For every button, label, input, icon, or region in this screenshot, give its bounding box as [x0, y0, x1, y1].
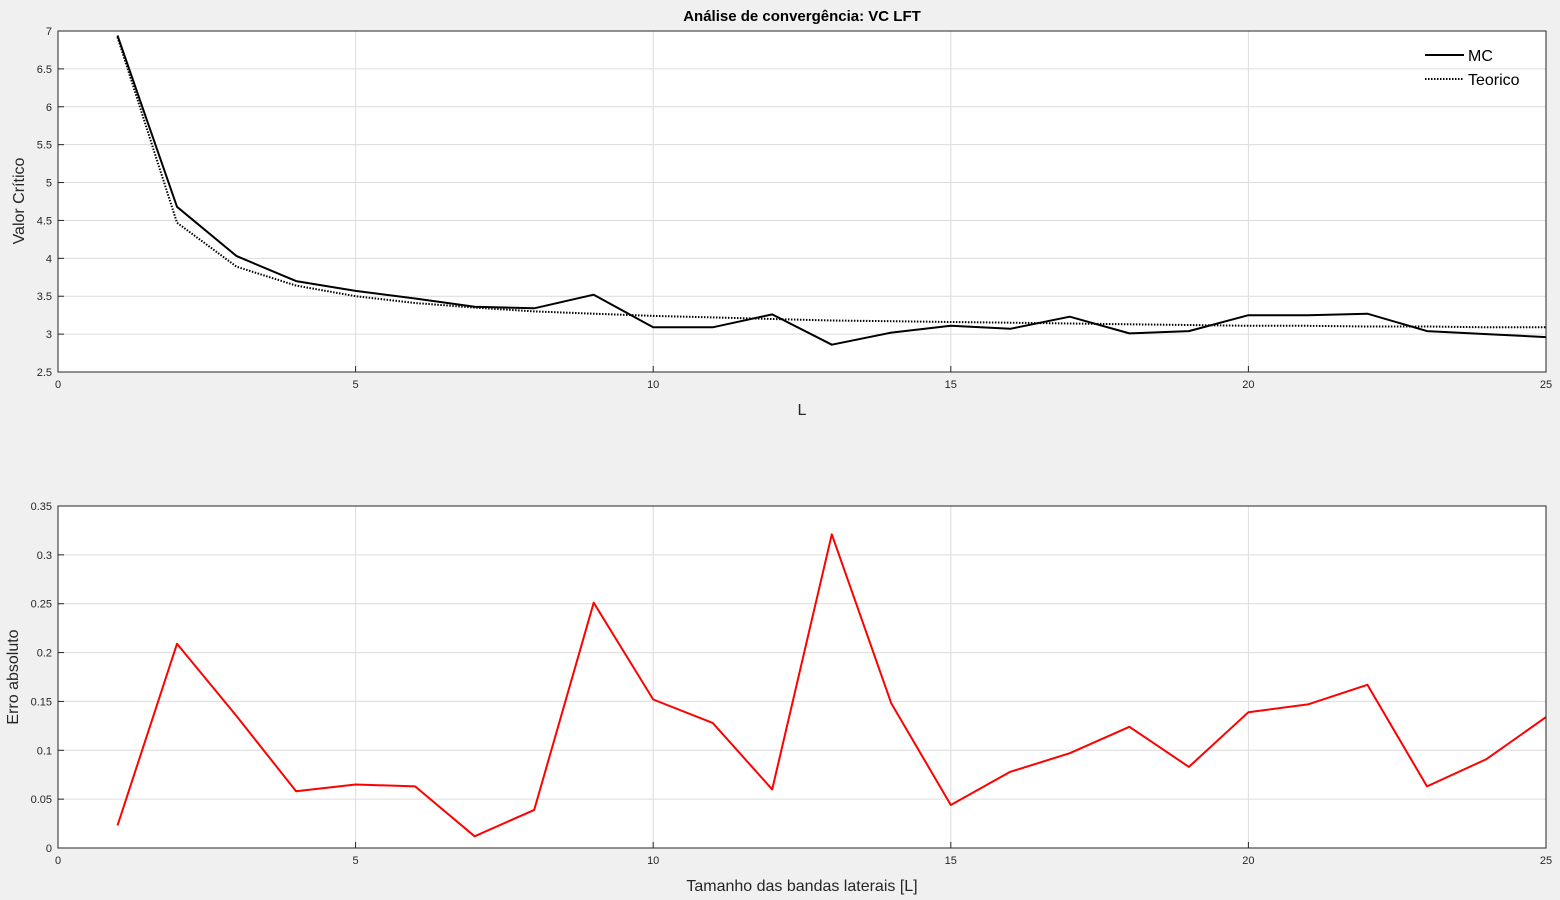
- series-group: [116, 533, 1547, 838]
- y-tick-label: 4.5: [37, 215, 52, 227]
- x-tick-label: 5: [353, 379, 359, 391]
- x-axis-label: L: [798, 402, 807, 419]
- chart-title: Análise de convergência: VC LFT: [683, 8, 921, 25]
- y-tick-label: 2.5: [37, 367, 52, 379]
- y-axis-label: Erro absoluto: [5, 629, 22, 724]
- x-tick-label: 25: [1540, 379, 1552, 391]
- x-tick-label: 10: [647, 379, 659, 391]
- y-tick-label: 5: [46, 178, 52, 190]
- x-tick-label: 15: [945, 379, 957, 391]
- y-tick-label: 0.3: [37, 550, 52, 562]
- plot-area: [58, 31, 1546, 372]
- x-tick-label: 20: [1242, 855, 1254, 867]
- convergence-plot: 0 5 10 15 20 25 2.5 3 3.5 4 4.5 5 5.5 6 6.5 7 Análise d…: [11, 8, 1552, 419]
- y-tick-label: 6.5: [37, 64, 52, 76]
- y-tick-label: 3.5: [37, 291, 52, 303]
- x-tick-label: 15: [945, 855, 957, 867]
- legend: MC Teorico: [1425, 48, 1520, 89]
- ticks: 0 5 10 15 20 25 2.5 3 3.5 4 4.5 5 5.5 6 6.5 7: [37, 26, 1552, 391]
- y-axis-label: Valor Crítico: [11, 157, 28, 244]
- x-axis-label: Tamanho das bandas laterais [L]: [686, 878, 917, 895]
- y-tick-label: 0: [46, 843, 52, 855]
- series-line-erro-absoluto: [116, 533, 1547, 838]
- y-tick-label: 3: [46, 329, 52, 341]
- y-tick-label: 0.1: [37, 745, 52, 757]
- y-tick-label: 4: [46, 253, 52, 265]
- error-plot: 0 5 10 15 20 25 0 0.05 0.1 0.15 0.2 0.25 0.3 0.35 Tam…: [5, 501, 1552, 895]
- y-tick-label: 6: [46, 102, 52, 114]
- ticks: 0 5 10 15 20 25 0 0.05 0.1 0.15 0.2 0.25 0.3 0.35: [31, 501, 1553, 867]
- legend-label-mc: MC: [1468, 48, 1493, 65]
- x-tick-label: 5: [353, 855, 359, 867]
- plot-frame: [57, 30, 1547, 373]
- plot-frame: [57, 505, 1547, 849]
- y-tick-label: 0.35: [31, 501, 52, 513]
- x-tick-label: 0: [55, 379, 61, 391]
- y-tick-label: 7: [46, 26, 52, 38]
- series-group: [116, 35, 1547, 346]
- x-tick-label: 10: [647, 855, 659, 867]
- y-tick-label: 5.5: [37, 140, 52, 152]
- y-tick-label: 0.2: [37, 648, 52, 660]
- y-tick-label: 0.05: [31, 794, 52, 806]
- plot-area: [58, 506, 1546, 848]
- x-tick-label: 20: [1242, 379, 1254, 391]
- x-tick-label: 0: [55, 855, 61, 867]
- y-tick-label: 0.15: [31, 696, 52, 708]
- legend-label-teorico: Teorico: [1468, 72, 1520, 89]
- series-line-mc: [116, 35, 1547, 346]
- series-line-teorico: [116, 36, 1546, 329]
- x-tick-label: 25: [1540, 855, 1552, 867]
- y-tick-label: 0.25: [31, 599, 52, 611]
